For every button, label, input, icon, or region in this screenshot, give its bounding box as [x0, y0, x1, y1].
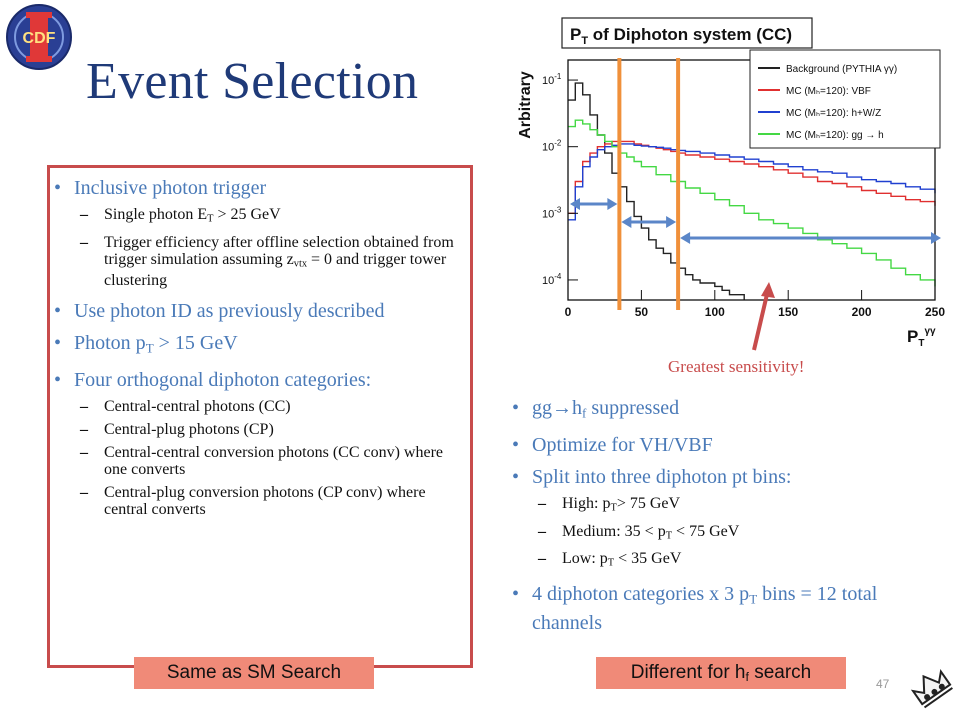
sub-bullet-medium: Medium: 35 < pT < 75 GeV — [532, 523, 928, 545]
label-text: search — [748, 662, 812, 683]
sub-script: T — [145, 340, 154, 356]
sensitivity-annotation: Greatest sensitivity! — [668, 357, 805, 376]
x-axis-label: PTγγ — [907, 326, 936, 349]
sub-script: T — [607, 558, 615, 570]
sub-bullet-low: Low: pT < 35 GeV — [532, 550, 928, 572]
series-line-1 — [568, 140, 936, 214]
y-tick-label: 10-2 — [542, 139, 562, 154]
sub-script: f — [582, 405, 587, 421]
label-text: Different for h — [630, 662, 746, 683]
sub-bullet-cp: Central-plug photons (CP) — [74, 421, 470, 438]
x-tick-label: 150 — [778, 305, 798, 319]
sub-script: T — [665, 530, 673, 542]
sub-text: = 0 and trigger tower clustering — [104, 250, 447, 290]
bullet-text: Optimize for VH/VBF — [532, 434, 713, 457]
sub-script: f — [745, 670, 749, 685]
crown-icon — [910, 668, 953, 709]
high-bin-arrow-head-right — [931, 232, 941, 244]
right-panel: gg→hf suppressed Optimize for VH/VBF Spl… — [508, 396, 928, 635]
bullet-split: Split into three diphoton pt bins: High:… — [508, 465, 928, 572]
chart-title: PT of Diphoton system (CC) — [570, 25, 792, 47]
bullet-text: h — [572, 397, 582, 419]
bullet-total-channels: 4 diphoton categories x 3 pT bins = 12 t… — [508, 582, 928, 635]
bullet-text: Use photon ID as previously described — [74, 300, 385, 323]
bullet-gg-suppressed: gg→hf suppressed — [508, 396, 928, 425]
cdf-logo: CDF — [6, 4, 72, 70]
bullet-text: Four orthogonal diphoton categories: — [74, 369, 372, 392]
sub-bullet-single-photon: Single photon ET > 25 GeV — [74, 206, 470, 228]
same-as-sm-label: Same as SM Search — [134, 657, 374, 689]
bullet-text: Inclusive photon trigger — [74, 177, 267, 199]
bullet-photon-pt: Photon pT > 15 GeV — [50, 331, 470, 360]
left-panel: Inclusive photon trigger Single photon E… — [47, 165, 473, 668]
x-tick-label: 0 — [565, 305, 572, 319]
sub-script: vtx — [293, 258, 308, 270]
sub-bullet-cc-conv: Central-central conversion photons (CC c… — [74, 444, 470, 478]
bullet-optimize: Optimize for VH/VBF — [508, 433, 928, 457]
sub-text: < 35 GeV — [614, 550, 682, 568]
bullet-text: Split into three diphoton pt bins: — [532, 466, 792, 489]
sub-bullet-efficiency: Trigger efficiency after offline selecti… — [74, 234, 470, 290]
bullet-text: Photon p — [74, 332, 146, 355]
slide-title: Event Selection — [86, 53, 419, 110]
logo-text: CDF — [23, 30, 56, 47]
sub-text: Low: p — [562, 550, 608, 568]
sub-script: T — [207, 213, 214, 225]
series-line-0 — [568, 82, 745, 300]
sub-text: Trigger efficiency after offline selecti… — [104, 233, 454, 268]
sub-text: > 75 GeV — [616, 495, 681, 513]
x-tick-label: 100 — [705, 305, 725, 319]
y-axis-label: Arbitrary — [517, 71, 534, 139]
sub-bullet-cc: Central-central photons (CC) — [74, 398, 470, 415]
bullet-photon-id: Use photon ID as previously described — [50, 299, 470, 323]
series-line-3 — [568, 119, 936, 287]
medium-bin-arrow-head-left — [621, 216, 632, 228]
legend-entry: MC (Mₕ=120): h+W/Z — [786, 108, 881, 119]
arrow-icon: → — [552, 397, 572, 419]
bullet-text: > 15 GeV — [153, 332, 238, 355]
low-bin-arrow-head-left — [570, 198, 580, 210]
legend-entry: Background (PYTHIA γγ) — [786, 64, 897, 75]
y-tick-label: 10-1 — [542, 72, 562, 87]
bullet-trigger: Inclusive photon trigger Single photon E… — [50, 176, 470, 289]
sensitivity-arrow-head — [761, 282, 775, 298]
high-bin-arrow-head-left — [680, 232, 691, 244]
sub-text: Medium: 35 < p — [562, 522, 666, 540]
sub-bullet-high: High: pT> 75 GeV — [532, 495, 928, 517]
different-for-hf-label: Different for hf search — [596, 657, 846, 689]
y-tick-label: 10-4 — [542, 272, 562, 287]
legend-entry: MC (Mₕ=120): VBF — [786, 86, 871, 97]
bullet-text: 4 diphoton categories x 3 p — [532, 583, 750, 606]
sub-script: T — [610, 502, 617, 514]
x-tick-label: 250 — [925, 305, 945, 319]
y-tick-label: 10-3 — [542, 205, 562, 220]
legend-box — [749, 49, 941, 149]
page-number: 47 — [876, 677, 890, 691]
sub-text: > 25 GeV — [213, 206, 281, 223]
chart-title-box — [561, 17, 813, 49]
x-tick-label: 200 — [852, 305, 872, 319]
sub-bullet-cp-conv: Central-plug conversion photons (CP conv… — [74, 484, 470, 518]
sub-text: Single photon E — [104, 206, 208, 223]
bullet-text: gg — [532, 397, 552, 419]
sub-text: High: p — [562, 495, 611, 513]
pt-diphoton-chart: PT of Diphoton system (CC) Arbitrary 10-1 1… — [510, 10, 954, 380]
legend-entry: MC (Mₕ=120): gg → h — [786, 130, 884, 141]
sensitivity-arrow-shaft — [752, 289, 770, 351]
sub-script: T — [749, 591, 758, 607]
x-tick-label: 50 — [635, 305, 649, 319]
bullet-text: suppressed — [586, 397, 680, 419]
low-bin-arrow-head-right — [607, 198, 618, 210]
bullet-text: bins = 12 total channels — [532, 583, 878, 635]
sub-text: < 75 GeV — [672, 522, 740, 540]
series-line-2 — [568, 143, 936, 221]
medium-bin-arrow-head-right — [666, 216, 677, 228]
bullet-categories: Four orthogonal diphoton categories: Cen… — [50, 368, 470, 518]
